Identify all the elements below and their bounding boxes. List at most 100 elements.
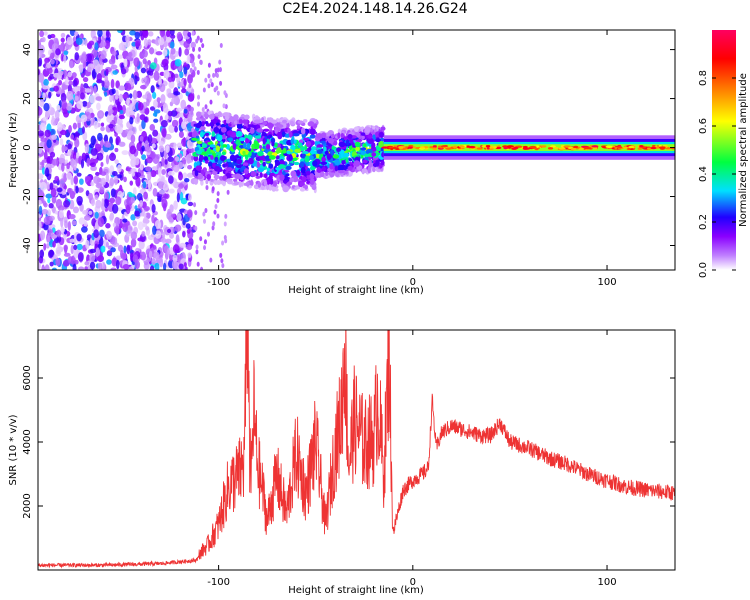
heatmap-cell xyxy=(126,58,130,68)
heatmap-cell xyxy=(190,58,194,64)
heatmap-cell xyxy=(171,119,179,128)
heatmap-cell xyxy=(168,175,174,184)
heatmap-cell xyxy=(137,237,144,242)
heatmap-cell xyxy=(172,244,180,254)
heatmap-cell xyxy=(56,104,61,111)
heatmap-cell xyxy=(159,257,164,268)
heatmap-cell xyxy=(46,67,53,75)
heatmap-cell xyxy=(105,223,111,229)
heatmap-cell xyxy=(506,145,514,148)
heatmap-cell xyxy=(61,100,68,109)
heatmap-cell xyxy=(218,59,222,65)
heatmap-cell xyxy=(141,230,146,237)
y-tick-label: -40 xyxy=(22,237,33,253)
heatmap-cell xyxy=(165,36,171,43)
heatmap-cell xyxy=(195,38,199,44)
heatmap-cell xyxy=(58,209,64,219)
snr-axis-ticks: -100 0 100 2000 4000 6000 xyxy=(22,330,675,588)
heatmap-cell xyxy=(266,184,270,191)
heatmap-cell xyxy=(503,146,509,150)
heatmap-cell xyxy=(175,234,180,243)
heatmap-cell xyxy=(153,118,159,123)
heatmap-cell xyxy=(215,122,220,126)
heatmap-cell xyxy=(68,214,76,220)
heatmap-cell xyxy=(42,91,46,101)
heatmap-cell xyxy=(605,145,613,148)
heatmap-cell xyxy=(154,230,162,239)
heatmap-cell xyxy=(82,59,87,70)
heatmap-cell xyxy=(146,156,153,164)
y-tick-label: 6000 xyxy=(22,365,33,390)
heatmap-cell xyxy=(174,156,180,162)
heatmap-cell xyxy=(216,198,220,204)
heatmap-cell xyxy=(176,213,182,222)
heatmap-cell xyxy=(67,187,73,194)
heatmap-cell xyxy=(109,109,114,114)
heatmap-cell xyxy=(184,48,190,56)
heatmap-cell xyxy=(214,156,219,163)
colorbar-ticks: 0.0 0.2 0.4 0.6 0.8 xyxy=(698,70,736,278)
heatmap-cell xyxy=(189,91,195,102)
heatmap-cell xyxy=(372,162,378,168)
heatmap-cell xyxy=(185,223,191,229)
heatmap-cell xyxy=(176,31,183,41)
heatmap-cell xyxy=(183,108,188,114)
spectrogram-frame xyxy=(37,29,676,271)
heatmap-cell xyxy=(253,119,261,124)
heatmap-cell xyxy=(186,54,191,64)
heatmap-cell xyxy=(196,122,202,128)
heatmap-cell xyxy=(89,261,96,270)
snr-background xyxy=(38,330,675,570)
heatmap-cell xyxy=(296,169,301,177)
heatmap-cell xyxy=(371,152,377,157)
heatmap-cell xyxy=(100,161,104,167)
heatmap-cell xyxy=(476,147,483,150)
heatmap-cell xyxy=(278,164,286,169)
heatmap-cell xyxy=(486,147,490,150)
heatmap-cell xyxy=(265,144,271,150)
heatmap-cell xyxy=(79,92,85,100)
heatmap-cell xyxy=(199,236,203,242)
heatmap-cell xyxy=(110,247,116,253)
heatmap-cell xyxy=(134,157,140,166)
heatmap-cell xyxy=(73,244,78,251)
heatmap-cell xyxy=(88,192,94,201)
heatmap-cell xyxy=(137,221,144,231)
heatmap-cell xyxy=(122,263,130,270)
heatmap-cell xyxy=(130,214,136,221)
heatmap-cell xyxy=(49,261,54,267)
heatmap-cell xyxy=(196,161,200,166)
heatmap-cell xyxy=(142,181,147,189)
heatmap-cell xyxy=(64,220,69,229)
heatmap-cell xyxy=(354,141,361,148)
heatmap-cell xyxy=(76,90,81,96)
heatmap-cell xyxy=(128,110,136,116)
heatmap-cell xyxy=(55,198,63,209)
heatmap-cell xyxy=(152,137,157,144)
heatmap-cell xyxy=(367,161,373,168)
heatmap-cell xyxy=(80,83,84,93)
heatmap-cell xyxy=(294,186,301,190)
heatmap-cell xyxy=(229,154,236,162)
heatmap-cell xyxy=(139,212,145,217)
heatmap-cell xyxy=(183,262,187,268)
heatmap-cell xyxy=(105,154,110,165)
heatmap-cell xyxy=(60,32,66,38)
heatmap-cell xyxy=(326,153,332,161)
heatmap-cell xyxy=(65,76,69,86)
heatmap-cell xyxy=(161,198,168,209)
heatmap-cell xyxy=(129,116,134,125)
heatmap-cell xyxy=(262,128,270,132)
heatmap-cell xyxy=(243,125,247,130)
heatmap-cell xyxy=(264,155,271,160)
heatmap-cell xyxy=(54,175,60,182)
heatmap-cell xyxy=(90,181,95,187)
heatmap-cell xyxy=(285,173,290,177)
heatmap-cell xyxy=(222,103,226,109)
heatmap-cell xyxy=(167,110,173,117)
heatmap-cell xyxy=(363,143,367,147)
heatmap-cell xyxy=(122,218,128,223)
heatmap-cell xyxy=(367,137,374,144)
heatmap-cell xyxy=(160,119,168,128)
heatmap-cell xyxy=(46,62,52,69)
